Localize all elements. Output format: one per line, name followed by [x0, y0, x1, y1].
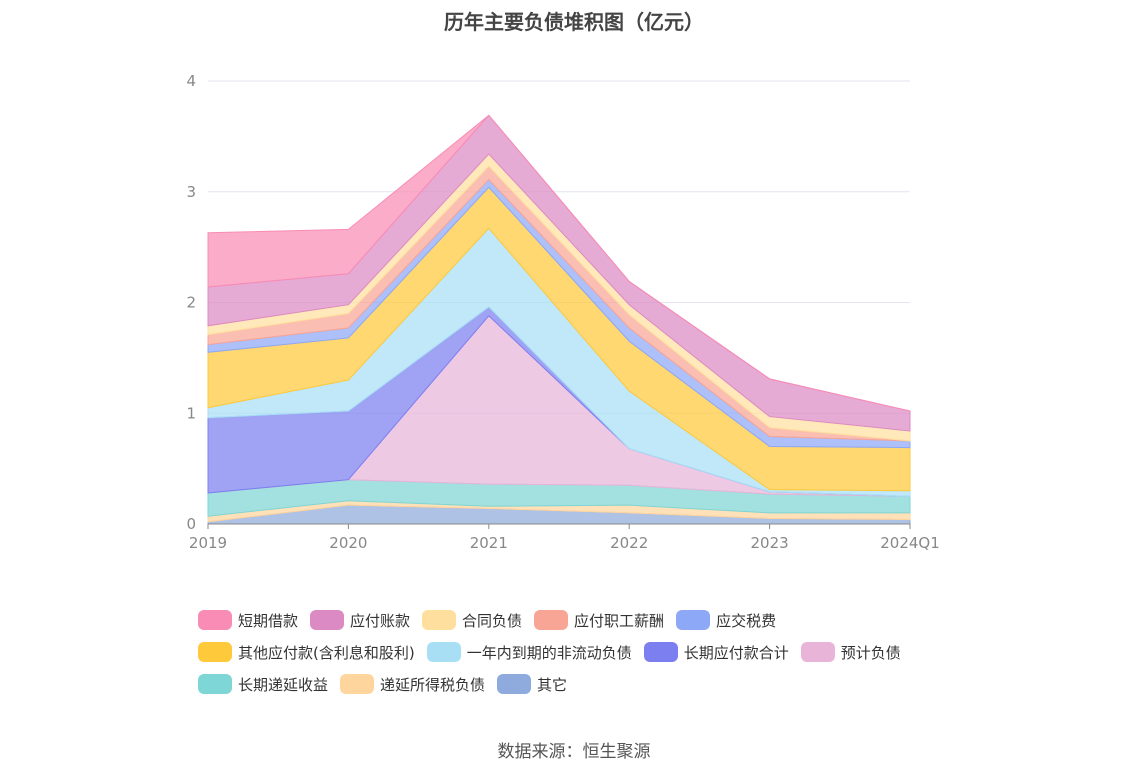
x-tick-label: 2023: [751, 534, 789, 552]
x-tick-label: 2022: [610, 534, 648, 552]
legend-item[interactable]: 长期应付款合计: [643, 642, 789, 663]
legend-item[interactable]: 长期递延收益: [198, 674, 328, 695]
legend-swatch: [422, 610, 457, 630]
legend-item[interactable]: 一年内到期的非流动负债: [426, 642, 632, 663]
x-tick-label: 2021: [470, 534, 508, 552]
y-tick-label: 2: [186, 294, 196, 312]
legend-label: 应付账款: [350, 611, 411, 630]
legend-swatch: [534, 610, 569, 630]
stacked-area-chart: 0 1 2 3 4 2019 2020 2021 2022 2023 2024Q1: [186, 72, 939, 552]
legend-label: 其他应付款(含利息和股利): [238, 643, 415, 662]
legend-label: 一年内到期的非流动负债: [466, 643, 632, 662]
legend-label: 应交税费: [716, 611, 777, 630]
legend-label: 长期递延收益: [238, 675, 329, 694]
y-tick-label: 0: [186, 515, 196, 533]
source-note: 数据来源：恒生聚源: [497, 742, 651, 762]
legend-swatch: [198, 674, 232, 694]
x-tick-label: 2019: [189, 534, 227, 552]
legend-label: 长期应付款合计: [683, 643, 789, 662]
legend: 短期借款 应付账款 合同负债 应付职工薪酬 应交税费其他应付款(含利息和股利) 一年内到期…: [198, 604, 978, 700]
chart-title: 历年主要负债堆积图（亿元）: [444, 10, 704, 34]
legend-item[interactable]: 短期借款: [198, 610, 298, 631]
legend-item[interactable]: 应付账款: [310, 610, 410, 631]
legend-label: 应付职工薪酬: [574, 611, 665, 630]
legend-row: 其他应付款(含利息和股利) 一年内到期的非流动负债 长期应付款合计 预计负债: [198, 636, 978, 668]
legend-swatch: [800, 642, 835, 662]
legend-item[interactable]: 其它: [497, 674, 567, 695]
legend-swatch: [198, 610, 232, 630]
legend-swatch: [676, 610, 711, 630]
axes: 0 1 2 3 4 2019 2020 2021 2022 2023 2024Q1: [186, 72, 939, 552]
legend-swatch: [426, 642, 461, 662]
legend-label: 合同负债: [462, 611, 523, 630]
legend-row: 长期递延收益 递延所得税负债 其它: [198, 668, 978, 700]
legend-item[interactable]: 应付职工薪酬: [534, 610, 664, 631]
legend-item[interactable]: 合同负债: [422, 610, 522, 631]
legend-item[interactable]: 预计负债: [800, 642, 901, 663]
legend-label: 短期借款: [238, 611, 299, 630]
legend-row: 短期借款 应付账款 合同负债 应付职工薪酬 应交税费: [198, 604, 978, 636]
legend-label: 递延所得税负债: [380, 675, 486, 694]
area-series-11[interactable]: [207, 114, 911, 412]
legend-label: 其它: [537, 675, 568, 694]
legend-swatch: [310, 610, 345, 630]
y-tick-label: 4: [186, 72, 196, 90]
x-tick-label: 2020: [329, 534, 367, 552]
legend-swatch: [340, 674, 375, 694]
y-tick-label: 1: [186, 404, 196, 422]
legend-swatch: [497, 674, 532, 694]
legend-item[interactable]: 递延所得税负债: [340, 674, 485, 695]
x-tick-label: 2024Q1: [880, 534, 940, 552]
legend-label: 预计负债: [840, 643, 901, 662]
legend-item[interactable]: 应交税费: [676, 610, 776, 631]
legend-swatch: [643, 642, 678, 662]
y-tick-label: 3: [186, 183, 196, 201]
area-series: [207, 114, 911, 525]
legend-item[interactable]: 其他应付款(含利息和股利): [198, 642, 415, 663]
legend-swatch: [198, 642, 232, 662]
